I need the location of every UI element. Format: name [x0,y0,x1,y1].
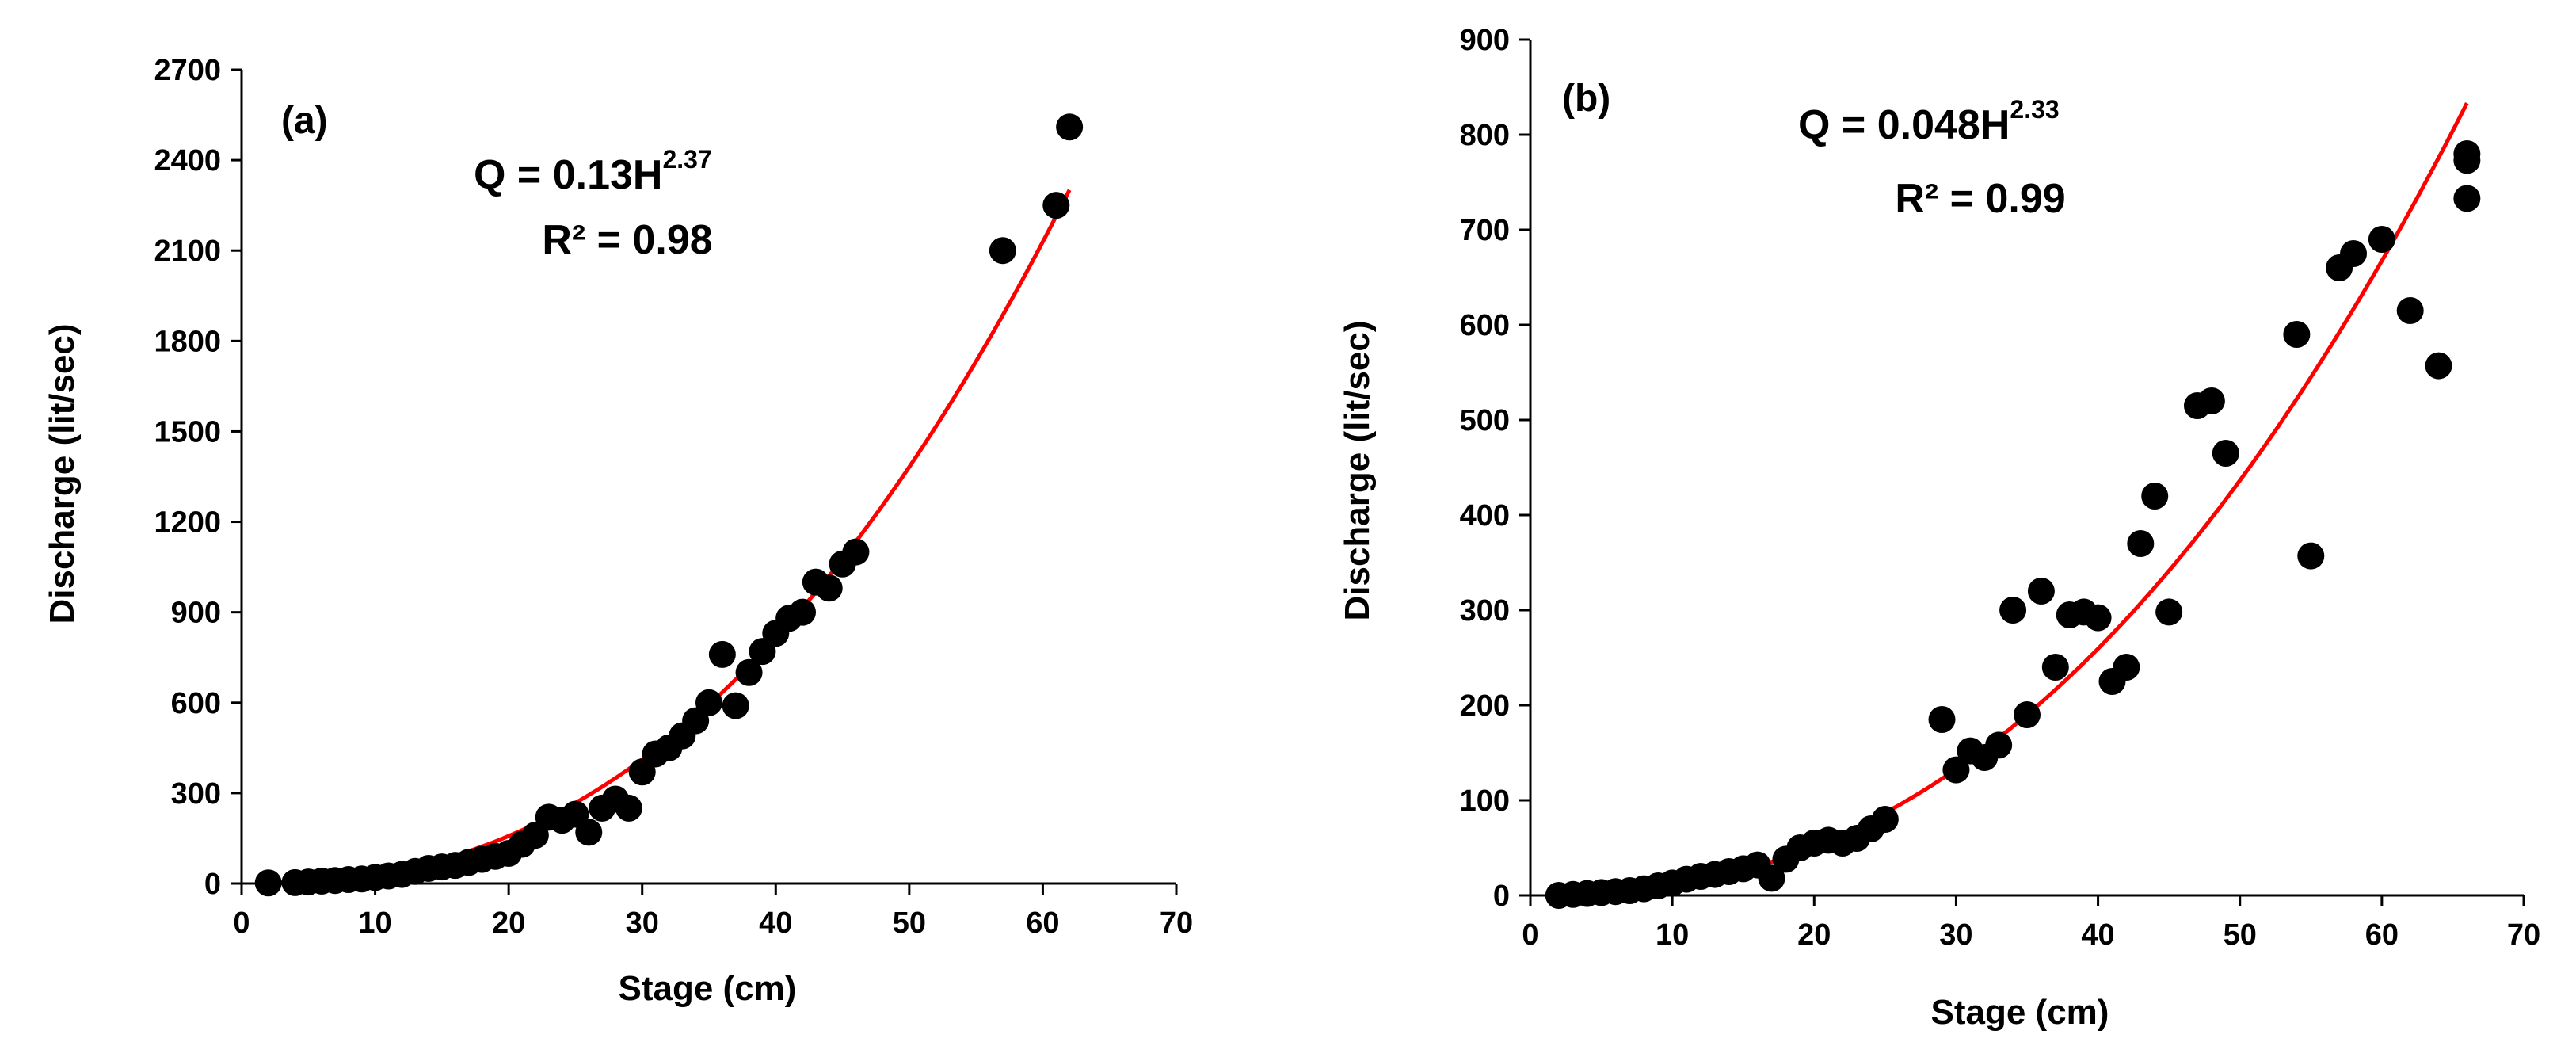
data-point [615,794,642,822]
x-tick-label: 40 [759,906,792,940]
data-point [2127,530,2155,557]
y-tick-label: 1500 [154,415,221,448]
x-ticks-b: 0 10 20 30 40 50 60 70 [1522,895,2540,952]
data-point [722,692,749,719]
y-tick-label: 900 [1460,24,1510,57]
x-tick-label: 50 [893,906,926,940]
data-point [2014,701,2041,728]
data-point [2283,321,2311,348]
y-ticks-b: 0 100 200 300 400 500 600 700 800 900 [1460,24,1530,913]
data-point [1056,113,1084,141]
fit-curve-layer-b [1558,101,2469,898]
y-tick-label: 2700 [154,54,221,87]
data-point [2453,147,2481,174]
data-point [2113,654,2140,681]
data-point [1999,597,2027,624]
data-point [1942,756,1970,784]
data-point [2340,240,2368,267]
panel-label-b: (b) [1562,78,1610,120]
y-ticks-a: 0 300 600 900 1200 1500 1800 2100 2400 2700 [154,54,242,901]
x-tick-label: 40 [2081,918,2114,952]
y-tick-label: 0 [1493,880,1510,913]
equation-prefix-b: Q = 0.048H [1798,102,2010,148]
x-tick-label: 30 [626,906,659,940]
data-point [2297,542,2325,570]
y-axis-title-a: Discharge (lit/sec) [43,323,82,624]
data-point [1928,706,1956,733]
y-tick-label: 700 [1460,214,1510,247]
x-tick-label: 60 [2365,918,2399,952]
panel-label-a: (a) [281,100,328,142]
y-tick-label: 1200 [154,506,221,540]
x-tick-label: 20 [1797,918,1831,952]
y-tick-label: 100 [1460,784,1510,818]
chart-panel-a: 0 10 20 30 40 50 60 70 0 300 600 900 1200 1500 1800 21… [43,54,1193,1008]
x-tick-label: 0 [233,906,250,940]
x-tick-label: 50 [2224,918,2257,952]
data-point [1871,806,1899,833]
x-tick-label: 30 [1939,918,1972,952]
data-point [695,689,722,716]
x-tick-label: 60 [1026,906,1059,940]
x-tick-label: 10 [358,906,391,940]
y-axis-title-b: Discharge (lit/sec) [1338,320,1377,620]
r-squared-b: R² = 0.99 [1895,176,2065,222]
y-tick-label: 800 [1460,119,1510,152]
data-point [575,819,603,846]
equation-b: Q = 0.048H2.33 [1798,95,2060,148]
data-point [2425,352,2452,380]
data-point [2027,578,2055,605]
y-tick-label: 900 [171,597,221,630]
data-point [2084,604,2112,632]
data-point [1758,864,1785,892]
data-point [2155,598,2183,626]
fit-curve [268,189,1072,886]
data-point [2141,483,2169,510]
x-ticks-a: 0 10 20 30 40 50 60 70 [233,884,1193,940]
data-points-layer-b [1545,140,2481,909]
data-points-layer-a [254,113,1084,897]
equation-a: Q = 0.13H2.37 [474,145,712,198]
y-tick-label: 400 [1460,499,1510,532]
data-point [2368,226,2395,253]
y-tick-label: 2100 [154,235,221,268]
y-tick-label: 500 [1460,404,1510,437]
x-tick-label: 70 [2507,918,2540,952]
equation-exponent-a: 2.37 [662,145,711,174]
x-tick-label: 70 [1160,906,1193,940]
y-tick-label: 0 [204,868,221,901]
y-tick-label: 600 [1460,309,1510,342]
data-point [989,237,1016,265]
y-tick-label: 1800 [154,325,221,358]
data-point [1985,731,2013,759]
x-axis-title-a: Stage (cm) [619,969,797,1008]
y-tick-label: 600 [171,687,221,720]
data-point [815,574,843,602]
y-tick-label: 300 [1460,594,1510,628]
y-tick-label: 200 [1460,689,1510,723]
x-tick-label: 10 [1656,918,1689,952]
equation-exponent-b: 2.33 [2010,95,2059,124]
data-point [708,640,736,668]
fit-curve-layer-a [268,189,1072,886]
x-axis-title-b: Stage (cm) [1931,993,2109,1032]
chart-panel-b: 0 10 20 30 40 50 60 70 0 100 200 300 400 500 600 700 80… [1338,24,2540,1032]
r-squared-a: R² = 0.98 [542,217,712,263]
data-point [2212,440,2239,467]
x-tick-label: 20 [492,906,525,940]
data-point [2197,387,2225,414]
fit-curve [1558,101,2469,898]
data-point [1042,192,1070,219]
data-point [2041,654,2069,681]
y-tick-label: 300 [171,777,221,811]
data-point [2453,185,2481,212]
data-point [842,538,870,566]
x-tick-label: 0 [1522,918,1538,952]
data-point [735,658,763,686]
y-tick-label: 2400 [154,144,221,177]
data-point [789,598,816,626]
data-point [2396,297,2424,324]
equation-prefix-a: Q = 0.13H [474,152,662,198]
